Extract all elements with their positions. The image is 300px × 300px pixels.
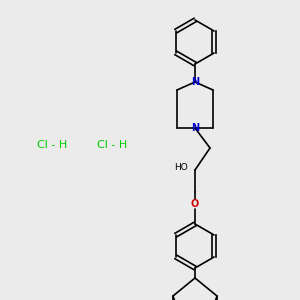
Text: N: N bbox=[191, 123, 199, 133]
Text: HO: HO bbox=[174, 163, 188, 172]
Text: Cl - H: Cl - H bbox=[97, 140, 127, 150]
Text: O: O bbox=[191, 199, 199, 209]
Text: N: N bbox=[191, 77, 199, 87]
Text: Cl - H: Cl - H bbox=[37, 140, 67, 150]
